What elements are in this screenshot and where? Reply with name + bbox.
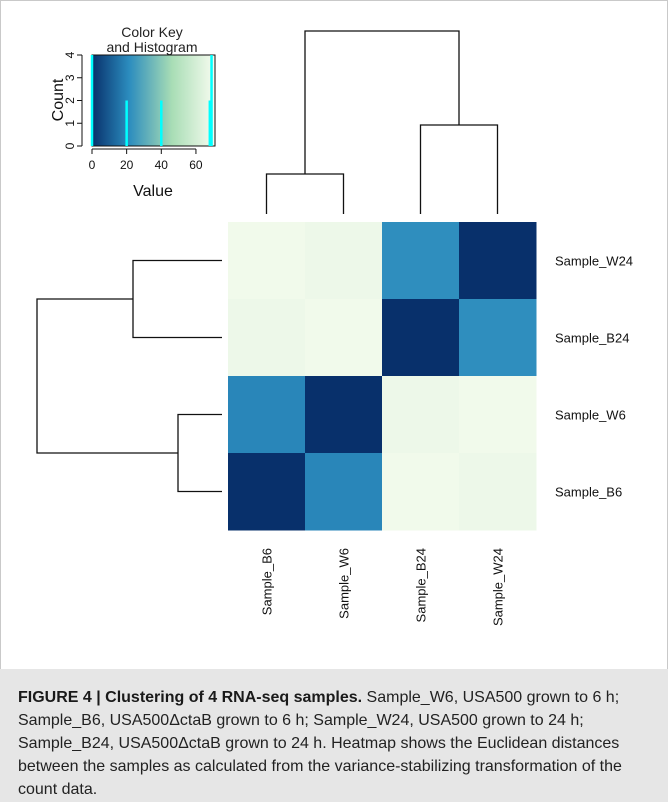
heatmap-cell-sample_w24-sample_w24 [459,222,537,300]
heatmap-cell-sample_b6-sample_b6 [228,453,306,531]
x-tick-label: 0 [89,158,96,172]
y-tick-label: 1 [63,120,77,127]
row-labels: Sample_W24 Sample_B24 Sample_W6 Sample_B6 [555,254,633,500]
row-label: Sample_W24 [555,254,633,269]
figure-title: Clustering of 4 RNA-seq samples. [105,689,363,706]
y-tick-label: 4 [63,51,77,58]
heatmap-cells [228,222,537,531]
heatmap-cell-sample_b6-sample_b24 [382,453,460,531]
row-dendrogram [36,259,222,493]
row-label: Sample_B6 [555,485,622,500]
heatmap-cell-sample_w6-sample_b24 [382,376,460,454]
row-dendrogram-branches [36,259,222,493]
row-label: Sample_B24 [555,331,629,346]
heatmap-cell-sample_w24-sample_b24 [382,222,460,300]
heatmap-cell-sample_b24-sample_b6 [228,299,306,377]
x-tick-label: 40 [155,158,169,172]
y-tick-label: 2 [63,97,77,104]
heatmap-cell-sample_w6-sample_w6 [305,376,383,454]
column-label: Sample_B24 [414,548,429,622]
heatmap-cell-sample_b6-sample_w24 [459,453,537,531]
color-key-x-label: Value [133,183,173,200]
x-tick-label: 20 [120,158,134,172]
color-key-gradient [91,54,216,147]
column-dendrogram [265,30,499,214]
column-label: Sample_B6 [260,548,275,615]
figure-caption: FIGURE 4 | Clustering of 4 RNA-seq sampl… [18,686,658,801]
color-key-title: and Histogram [106,39,197,55]
y-tick-label: 0 [63,142,77,149]
heatmap-cell-sample_w24-sample_w6 [305,222,383,300]
column-label: Sample_W24 [491,548,506,626]
y-tick-label: 3 [63,74,77,81]
column-label: Sample_W6 [337,548,352,619]
color-key-y-label: Count [50,78,67,121]
caption-text: Sample_W6, USA500 grown to 6 h; Sample_B… [18,689,622,798]
figure-label: FIGURE 4 | [18,689,106,706]
column-dendrogram-branches [265,30,499,214]
heatmap-cell-sample_b24-sample_w24 [459,299,537,377]
heatmap-cell-sample_w6-sample_w24 [459,376,537,454]
heatmap-cell-sample_w6-sample_b6 [228,376,306,454]
heatmap-cell-sample_b24-sample_b24 [382,299,460,377]
heatmap-cell-sample_b24-sample_w6 [305,299,383,377]
column-labels: Sample_B6 Sample_W6 Sample_B24 Sample_W24 [260,548,506,626]
caption-box [0,669,668,802]
x-tick-label: 60 [189,158,203,172]
row-label: Sample_W6 [555,408,626,423]
heatmap-cell-sample_w24-sample_b6 [228,222,306,300]
color-key-title: Color Key [121,24,182,40]
heatmap-cell-sample_b6-sample_w6 [305,453,383,531]
